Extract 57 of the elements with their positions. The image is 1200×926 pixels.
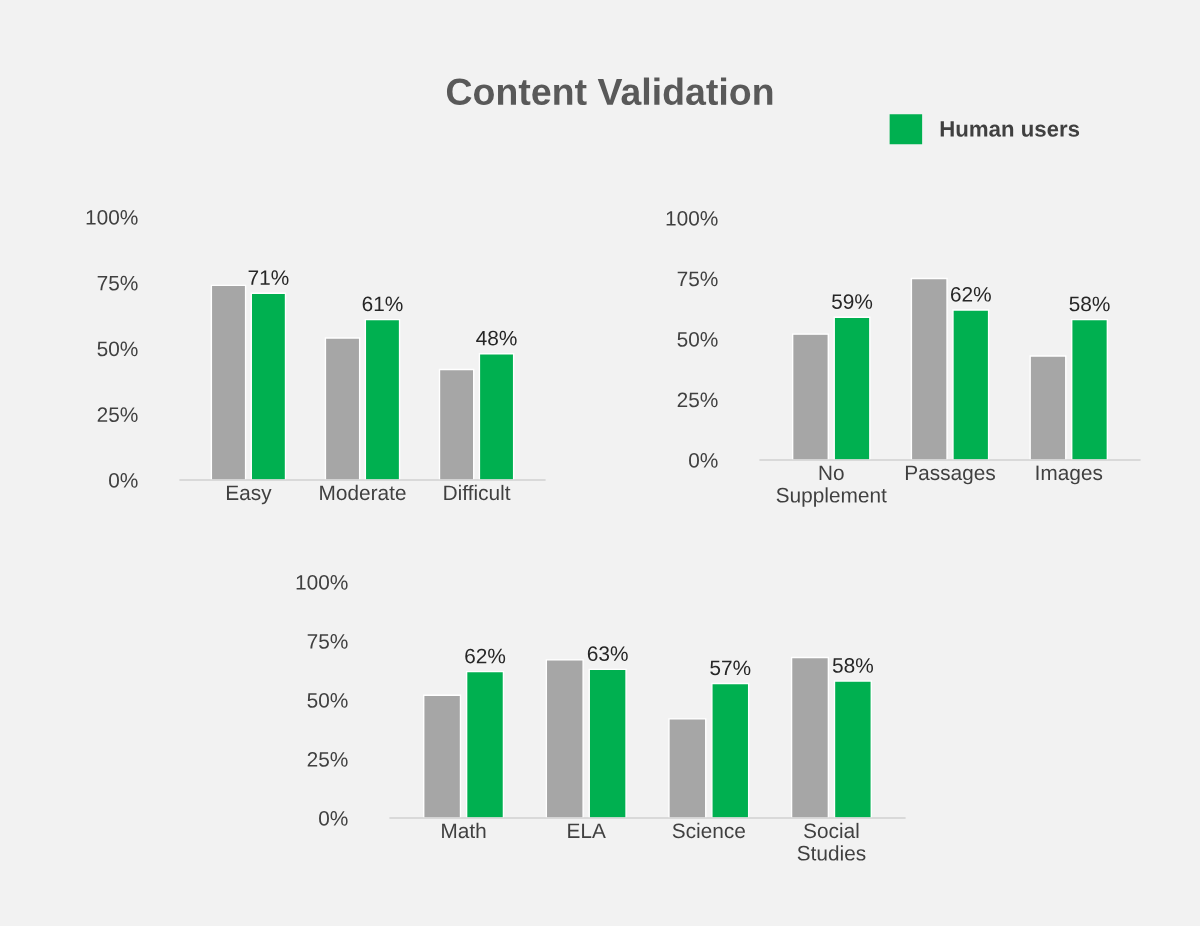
- y-tick-label: 100%: [86, 210, 138, 225]
- x-tick-label: Images: [1036, 465, 1103, 485]
- y-tick-label: 50%: [97, 341, 138, 357]
- x-tick-label: No Supplement: [776, 465, 887, 507]
- x-tick-label: ELA: [568, 823, 606, 838]
- bar: [833, 680, 872, 818]
- y-tick-label: 25%: [677, 392, 718, 408]
- bar: [250, 292, 287, 480]
- bar: [791, 333, 829, 460]
- x-tick-label: Science: [672, 822, 745, 839]
- y-tick-label: 100%: [296, 575, 348, 590]
- data-label: 62%: [950, 286, 991, 302]
- data-label: 59%: [832, 294, 873, 309]
- y-tick-label: 0%: [319, 811, 348, 826]
- x-tick-label: Math: [442, 822, 486, 839]
- chart-title: Content Validation: [446, 77, 773, 106]
- y-tick-label: 25%: [307, 752, 348, 767]
- bar: [668, 718, 707, 818]
- x-tick-label: Easy: [226, 485, 272, 505]
- data-label: 63%: [587, 646, 628, 662]
- y-tick-label: 50%: [677, 332, 718, 347]
- y-tick-label: 75%: [677, 271, 718, 287]
- legend-label: Human users: [940, 121, 1080, 137]
- y-tick-label: 0%: [109, 473, 138, 488]
- bar: [324, 337, 361, 480]
- y-tick-label: 75%: [97, 275, 138, 291]
- data-label: 71%: [248, 270, 289, 285]
- bar: [210, 284, 247, 480]
- bar: [588, 668, 627, 818]
- bar: [1029, 355, 1067, 460]
- bar: [790, 656, 830, 818]
- bar: [833, 316, 871, 460]
- data-label: 48%: [476, 330, 517, 346]
- data-label: 61%: [362, 296, 403, 312]
- bar: [438, 368, 475, 480]
- bar: [545, 659, 584, 818]
- data-label: 58%: [832, 658, 873, 673]
- y-tick-label: 100%: [666, 211, 718, 226]
- x-tick-label: Social Studies: [797, 822, 866, 861]
- y-tick-label: 0%: [689, 453, 718, 468]
- data-label: 58%: [1069, 296, 1110, 312]
- x-tick-label: Passages: [905, 465, 995, 485]
- bar: [910, 277, 948, 460]
- x-tick-label: Difficult: [444, 484, 511, 501]
- bar: [478, 353, 515, 480]
- y-tick-label: 25%: [97, 407, 138, 422]
- bar: [465, 670, 505, 818]
- bar: [1071, 318, 1109, 460]
- x-tick-label: Moderate: [320, 484, 406, 501]
- y-tick-label: 75%: [307, 634, 348, 649]
- bar: [364, 318, 401, 480]
- data-label: 57%: [710, 660, 751, 676]
- bar: [423, 694, 462, 818]
- bar: [952, 309, 990, 460]
- data-label: 62%: [465, 648, 506, 664]
- bar: [711, 682, 750, 818]
- y-tick-label: 50%: [307, 693, 348, 708]
